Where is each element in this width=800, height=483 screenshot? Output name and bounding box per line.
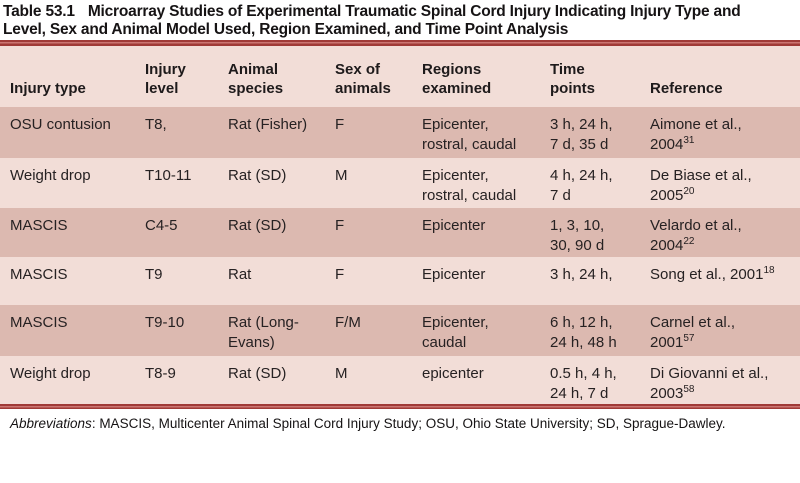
cell-injury-type: MASCIS [10, 217, 68, 234]
cell-injury-type: Weight drop [10, 365, 91, 382]
cell-time-points: 3 h, 24 h, [550, 266, 613, 283]
cell-sex-of-animals: F [335, 116, 345, 133]
cell-injury-level: T8, [145, 116, 167, 133]
cell-injury-type: MASCIS [10, 314, 68, 331]
cell-animal-species: Rat (Long- Evans) [228, 314, 299, 351]
cell-injury-level: T10-11 [145, 167, 192, 184]
cell-regions-examined: epicenter [422, 365, 484, 382]
cell-sex-of-animals: F [335, 217, 345, 234]
reference-text: De Biase et al., 2005 [650, 167, 752, 204]
cell-sex-of-animals: F [335, 266, 345, 283]
cell-sex-of-animals: F/M [335, 314, 361, 331]
column-header-injury-level: Injury level [145, 61, 186, 97]
reference-text: Aimone et al., 2004 [650, 116, 742, 153]
table-header-row: Injury type Injury level Animal species … [0, 46, 800, 107]
table-row: MASCIS T9 Rat F Epicenter 3 h, 24 h, Son… [0, 257, 800, 305]
table-caption: Table 53.1 Microarray Studies of Experime… [0, 0, 800, 40]
reference-citation-superscript: 58 [683, 383, 695, 395]
cell-animal-species: Rat (Fisher) [228, 116, 308, 133]
reference-text: Di Giovanni et al., 2003 [650, 365, 769, 402]
cell-regions-examined: Epicenter [422, 266, 486, 283]
table-row: OSU contusion T8, Rat (Fisher) F Epicent… [0, 107, 800, 158]
cell-time-points: 1, 3, 10, 30, 90 d [550, 217, 605, 254]
column-header-time-points: Time points [550, 61, 595, 97]
column-header-injury-type: Injury type [10, 80, 86, 97]
abbreviations-text: : MASCIS, Multicenter Animal Spinal Cord… [91, 416, 726, 431]
column-header-animal-species: Animal species [228, 61, 284, 97]
cell-sex-of-animals: M [335, 167, 348, 184]
cell-animal-species: Rat (SD) [228, 217, 287, 234]
cell-sex-of-animals: M [335, 365, 348, 382]
abbreviations-label: Abbreviations [10, 416, 92, 431]
cell-animal-species: Rat [228, 266, 252, 283]
reference-text: Velardo et al., 2004 [650, 217, 742, 254]
cell-reference: Aimone et al., 200431 [650, 115, 800, 154]
table-number: Table 53.1 [3, 3, 75, 20]
abbreviations-footnote: Abbreviations: MASCIS, Multicenter Anima… [0, 409, 800, 432]
cell-animal-species: Rat (SD) [228, 167, 287, 184]
reference-text: Carnel et al., 2001 [650, 314, 736, 351]
reference-citation-superscript: 18 [763, 265, 775, 276]
cell-injury-type: OSU contusion [10, 116, 111, 133]
table-row: MASCIS C4-5 Rat (SD) F Epicenter 1, 3, 1… [0, 208, 800, 257]
reference-citation-superscript: 22 [683, 235, 695, 247]
column-header-regions-examined: Regions examined [422, 61, 492, 97]
cell-injury-level: T8-9 [145, 365, 176, 382]
cell-time-points: 6 h, 12 h, 24 h, 48 h [550, 314, 617, 351]
cell-injury-type: Weight drop [10, 167, 91, 184]
cell-injury-level: T9-10 [145, 314, 185, 331]
table-row: MASCIS T9-10 Rat (Long- Evans) F/M Epice… [0, 305, 800, 356]
reference-citation-superscript: 31 [683, 134, 695, 146]
cell-reference: Di Giovanni et al., 200358 [650, 364, 800, 403]
cell-injury-level: T9 [145, 266, 163, 283]
column-header-reference: Reference [650, 80, 723, 97]
cell-animal-species: Rat (SD) [228, 365, 287, 382]
cell-time-points: 4 h, 24 h, 7 d [550, 167, 613, 204]
cell-regions-examined: Epicenter, rostral, caudal [422, 167, 517, 204]
cell-reference: Velardo et al., 200422 [650, 216, 800, 255]
cell-time-points: 3 h, 24 h, 7 d, 35 d [550, 116, 613, 153]
cell-time-points: 0.5 h, 4 h, 24 h, 7 d [550, 365, 617, 402]
cell-reference: De Biase et al., 200520 [650, 166, 800, 205]
table-row: Weight drop T10-11 Rat (SD) M Epicenter,… [0, 158, 800, 208]
top-rule [0, 40, 800, 46]
reference-text: Song et al., 2001 [650, 266, 764, 283]
cell-reference: Carnel et al., 200157 [650, 313, 800, 352]
cell-regions-examined: Epicenter, caudal [422, 314, 489, 351]
cell-reference: Song et al., 200118 [650, 265, 800, 285]
table-caption-text: Microarray Studies of Experimental Traum… [3, 3, 741, 38]
reference-citation-superscript: 57 [683, 332, 695, 344]
cell-injury-type: MASCIS [10, 266, 68, 283]
cell-regions-examined: Epicenter, rostral, caudal [422, 116, 517, 153]
table-row: Weight drop T8-9 Rat (SD) M epicenter 0.… [0, 356, 800, 404]
cell-injury-level: C4-5 [145, 217, 178, 234]
bottom-rule [0, 404, 800, 409]
cell-regions-examined: Epicenter [422, 217, 486, 234]
column-header-sex-of-animals: Sex of animals [335, 61, 391, 97]
reference-citation-superscript: 20 [683, 185, 695, 197]
